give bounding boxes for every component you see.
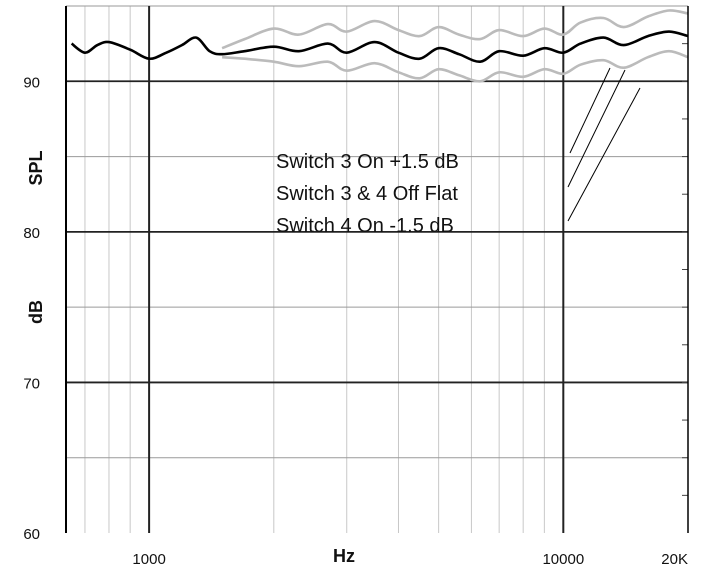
y-tick-label: 90: [23, 74, 40, 91]
series-line-switch: [222, 49, 689, 83]
annotation-leader-line: [569, 67, 611, 154]
axes: 60 70 80 90 1000 10000 20K: [23, 6, 689, 568]
x-tick-label: 10000: [542, 551, 584, 568]
series-lines: [70, 9, 689, 83]
series-line-flat: [70, 30, 689, 64]
annotation-switch-3-on: Switch 3 On +1.5 dB: [276, 151, 459, 173]
y-tick-label: 80: [23, 225, 40, 242]
annotation-leader-line: [567, 69, 626, 188]
y-axis-title-spl: SPL: [26, 150, 46, 185]
y-tick-label: 60: [23, 526, 40, 543]
grid-lines: [66, 5, 689, 533]
x-axis-title: Hz: [333, 546, 355, 566]
x-tick-label: 1000: [132, 551, 165, 568]
y-axis-title-db: dB: [26, 300, 46, 324]
series-line-switch: [221, 9, 689, 50]
y-tick-label: 70: [23, 375, 40, 392]
annotation-leader-line: [567, 87, 641, 222]
annotation-switch-3-4-off: Switch 3 & 4 Off Flat: [276, 183, 458, 205]
annotation-leader-lines: [567, 67, 641, 222]
x-tick-label: 20K: [661, 551, 688, 568]
annotation-switch-4-on: Switch 4 On -1.5 dB: [276, 215, 454, 237]
